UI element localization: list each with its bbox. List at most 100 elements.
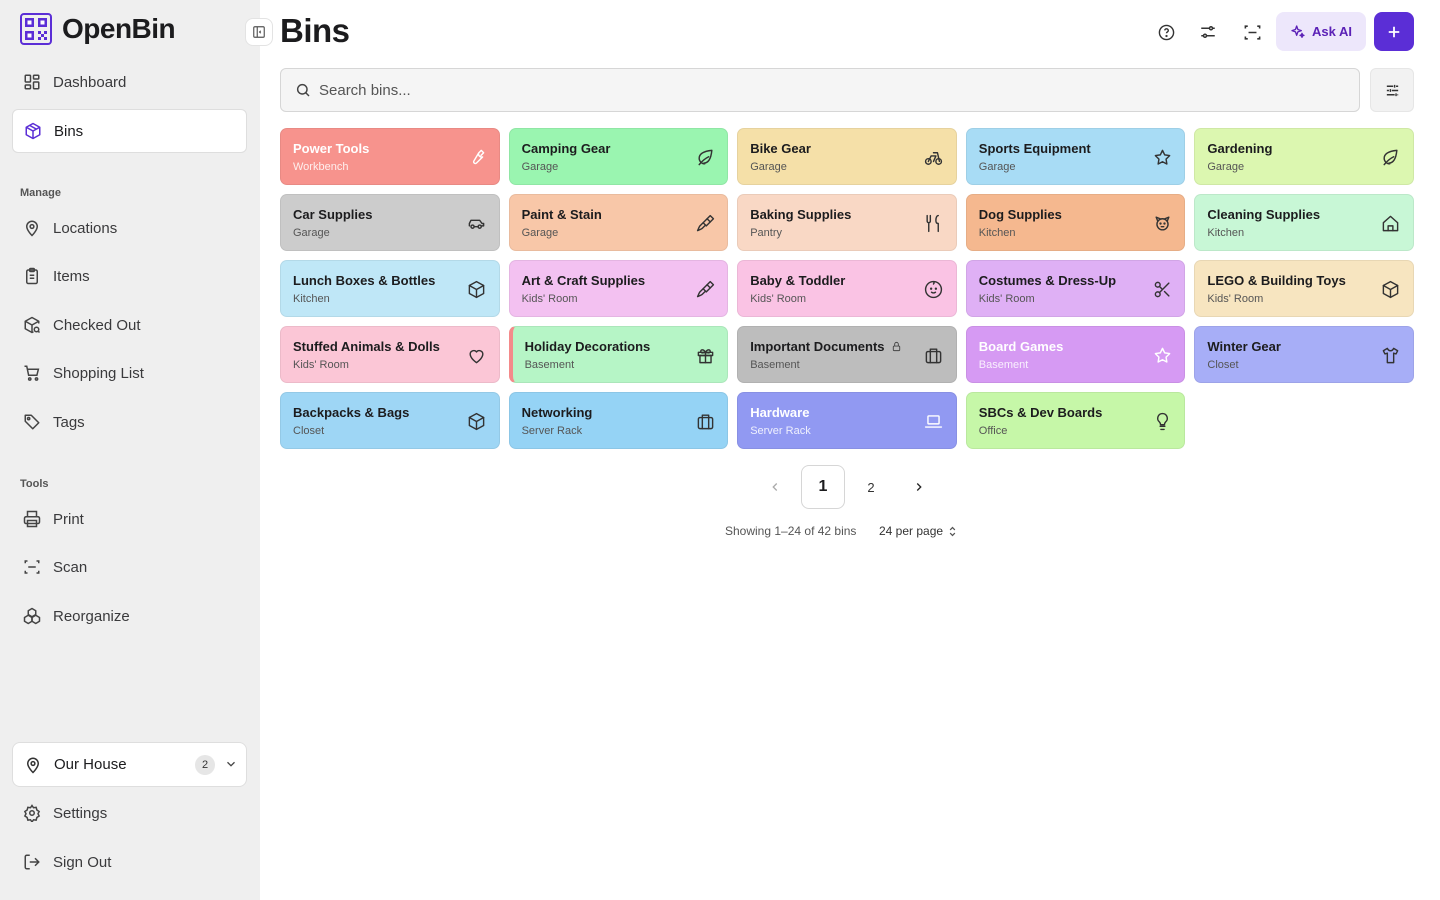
- bin-location: Kitchen: [978, 227, 1016, 239]
- bin-card-sports-equipment[interactable]: Sports Equipment Garage: [965, 128, 1186, 185]
- bin-card-power-tools[interactable]: Power Tools Workbench: [280, 128, 500, 185]
- bin-card-baby-and-toddler[interactable]: Baby & Toddler Kids' Room: [737, 260, 957, 317]
- bin-name-text: Stuffed Animals & Dolls: [293, 339, 440, 354]
- plus-icon: [1388, 26, 1400, 37]
- sidebar-item-items[interactable]: Items: [12, 254, 247, 298]
- bin-location: Garage: [521, 161, 559, 173]
- bin-card-important-documents[interactable]: Important Documents Basement: [737, 326, 957, 383]
- bin-name-text: Bike Gear: [750, 141, 811, 156]
- bin-name-text: Winter Gear: [1207, 339, 1281, 354]
- bin-card-lego-and-building-toys[interactable]: LEGO & Building Toys Kids' Room: [1194, 260, 1414, 317]
- bin-card-networking[interactable]: Networking Server Rack: [508, 392, 729, 449]
- sidebar-item-locations[interactable]: Locations: [12, 206, 247, 250]
- bin-name-text: LEGO & Building Toys: [1207, 273, 1346, 288]
- package-icon: [23, 121, 43, 141]
- sidebar-item-settings[interactable]: Settings: [12, 791, 247, 835]
- bin-card-paint-and-stain[interactable]: Paint & Stain Garage: [508, 194, 729, 251]
- printer-icon: [22, 509, 42, 529]
- search-input[interactable]: [319, 81, 1219, 99]
- wrench-icon: [467, 147, 487, 167]
- sidebar-item-sign-out[interactable]: Sign Out: [12, 840, 247, 884]
- sidebar-item-tags[interactable]: Tags: [12, 400, 247, 444]
- page-button-2[interactable]: 2: [867, 479, 875, 495]
- sidebar-item-dashboard[interactable]: Dashboard: [12, 60, 247, 104]
- sidebar-item-bins[interactable]: Bins: [12, 109, 247, 153]
- add-bin-button[interactable]: [1374, 12, 1414, 51]
- ask-ai-button[interactable]: Ask AI: [1276, 12, 1366, 51]
- sidebar-item-reorganize[interactable]: Reorganize: [12, 594, 247, 638]
- bin-name-text: Gardening: [1207, 141, 1273, 156]
- bin-location: Kitchen: [293, 293, 330, 305]
- bin-card-holiday-decorations[interactable]: Holiday Decorations Basement: [508, 326, 729, 383]
- bin-location: Basement: [750, 359, 800, 371]
- bin-card-hardware[interactable]: Hardware Server Rack: [737, 392, 957, 449]
- bin-card-backpacks-and-bags[interactable]: Backpacks & Bags Closet: [280, 392, 500, 449]
- star-icon: [1152, 147, 1172, 167]
- sidebar-item-label: Bins: [54, 122, 84, 140]
- bin-name: Baby & Toddler: [750, 273, 916, 288]
- bin-card-car-supplies[interactable]: Car Supplies Garage: [280, 194, 500, 251]
- chevron-right-icon: [916, 483, 922, 491]
- briefcase-icon: [695, 411, 715, 431]
- gift-icon: [695, 345, 715, 365]
- sidebar-item-label: Locations: [53, 219, 118, 237]
- sidebar-item-label: Scan: [53, 558, 88, 576]
- prev-page-button[interactable]: [753, 465, 797, 509]
- bin-card-sbcs-and-dev-boards[interactable]: SBCs & Dev Boards Office: [965, 392, 1186, 449]
- paintbrush-icon: [695, 213, 715, 233]
- chevron-down-icon: [224, 757, 238, 776]
- bin-card-baking-supplies[interactable]: Baking Supplies Pantry: [737, 194, 957, 251]
- brand[interactable]: OpenBin: [20, 13, 176, 45]
- bin-location: Pantry: [750, 227, 782, 239]
- collapse-sidebar-button[interactable]: [245, 18, 273, 46]
- per-page-select[interactable]: 24 per page: [879, 524, 957, 538]
- bin-card-dog-supplies[interactable]: Dog Supplies Kitchen: [965, 194, 1186, 251]
- bin-card-board-games[interactable]: Board Games Basement: [965, 326, 1186, 383]
- bin-card-bike-gear[interactable]: Bike Gear Garage: [737, 128, 957, 185]
- bin-name: Power Tools: [293, 141, 459, 156]
- bin-name-text: Camping Gear: [521, 141, 611, 156]
- bin-name-text: Backpacks & Bags: [293, 405, 410, 420]
- bin-name: Important Documents: [750, 339, 916, 354]
- bin-name-text: Important Documents: [750, 339, 885, 354]
- bin-name: Cleaning Supplies: [1207, 207, 1373, 222]
- bin-card-camping-gear[interactable]: Camping Gear Garage: [508, 128, 729, 185]
- bin-card-gardening[interactable]: Gardening Garage: [1194, 128, 1414, 185]
- sidebar-item-checked-out[interactable]: Checked Out: [12, 303, 247, 347]
- sidebar-item-shopping-list[interactable]: Shopping List: [12, 351, 247, 395]
- filter-button[interactable]: [1370, 68, 1414, 112]
- sidebar-item-scan[interactable]: Scan: [12, 545, 247, 589]
- sidebar-item-print[interactable]: Print: [12, 497, 247, 541]
- leaf-icon: [695, 147, 715, 167]
- next-page-button[interactable]: [897, 465, 941, 509]
- location-name: Our House: [54, 756, 127, 773]
- bin-card-costumes-and-dress-up[interactable]: Costumes & Dress-Up Kids' Room: [965, 260, 1186, 317]
- sign-out-icon: [22, 852, 42, 872]
- bin-card-art-and-craft-supplies[interactable]: Art & Craft Supplies Kids' Room: [508, 260, 729, 317]
- page-title: Bins: [280, 12, 350, 49]
- view-options-button[interactable]: [1192, 16, 1224, 48]
- bin-name: Sports Equipment: [979, 141, 1145, 156]
- laptop-icon: [924, 411, 944, 431]
- bin-name: Holiday Decorations: [525, 339, 688, 354]
- bin-name: Stuffed Animals & Dolls: [293, 339, 459, 354]
- bin-name: SBCs & Dev Boards: [979, 405, 1145, 420]
- bin-name: Networking: [522, 405, 688, 420]
- scan-button[interactable]: [1236, 16, 1268, 48]
- bin-card-lunch-boxes-and-bottles[interactable]: Lunch Boxes & Bottles Kitchen: [280, 260, 500, 317]
- bin-name: LEGO & Building Toys: [1207, 273, 1373, 288]
- bin-card-winter-gear[interactable]: Winter Gear Closet: [1194, 326, 1414, 383]
- bin-card-cleaning-supplies[interactable]: Cleaning Supplies Kitchen: [1194, 194, 1414, 251]
- scissors-icon: [1152, 279, 1172, 299]
- sidebar-item-label: Shopping List: [53, 364, 144, 382]
- help-circle-icon: [1158, 24, 1174, 40]
- leaf-icon: [1381, 147, 1401, 167]
- sidebar-item-label: Print: [53, 510, 84, 528]
- star-icon: [1152, 345, 1172, 365]
- help-button[interactable]: [1150, 16, 1182, 48]
- page-button-1[interactable]: 1: [801, 465, 845, 509]
- bin-card-stuffed-animals-and-dolls[interactable]: Stuffed Animals & Dolls Kids' Room: [280, 326, 500, 383]
- sidebar-item-label: Items: [53, 267, 90, 285]
- location-switcher[interactable]: Our House 2: [12, 742, 247, 787]
- bin-location: Basement: [978, 359, 1029, 371]
